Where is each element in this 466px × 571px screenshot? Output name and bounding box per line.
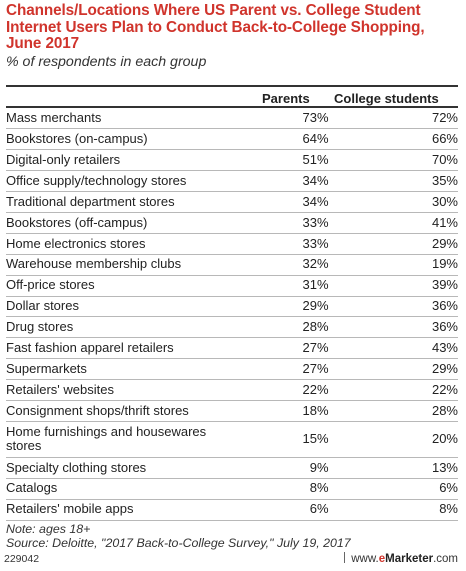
table-row: Supermarkets 27% 29% [6, 358, 458, 381]
row-label: Retailers' mobile apps [6, 499, 263, 521]
row-label: Dollar stores [6, 296, 263, 318]
parents-value: 64% [262, 128, 329, 151]
row-label: Traditional department stores [6, 191, 263, 213]
row-label: Catalogs [6, 478, 263, 500]
college-students-value: 13% [328, 457, 458, 479]
parents-value: 33% [262, 212, 329, 234]
parents-value: 33% [262, 233, 329, 255]
chart-title: Channels/Locations Where US Parent vs. C… [6, 2, 425, 52]
college-students-value: 6% [328, 478, 458, 500]
college-students-value: 36% [328, 316, 458, 339]
row-label: Warehouse membership clubs [6, 254, 263, 276]
row-label: Bookstores (on-campus) [6, 128, 263, 151]
table-row: Home furnishings and housewares stores 15… [6, 421, 458, 458]
parents-value: 32% [262, 254, 329, 276]
college-students-value: 20% [328, 421, 458, 458]
parents-value: 18% [262, 400, 329, 422]
table-row: Drug stores 28% 36% [6, 316, 458, 339]
college-students-value: 22% [328, 379, 458, 401]
table-row: Consignment shops/thrift stores 18% 28% [6, 400, 458, 422]
source-text: Source: Deloitte, "2017 Back-to-College … [6, 536, 351, 550]
brand-domain: .com [433, 553, 458, 565]
chart-notes: Note: ages 18+ Source: Deloitte, "2017 B… [6, 522, 351, 550]
table-row: Dollar stores 29% 36% [6, 296, 458, 318]
parents-value: 73% [262, 108, 329, 130]
college-students-value: 36% [328, 296, 458, 318]
parents-value: 27% [262, 337, 329, 360]
brand-name: Marketer [385, 553, 434, 565]
row-label: Supermarkets [6, 358, 263, 381]
parents-value: 8% [262, 478, 329, 500]
college-students-value: 29% [328, 233, 458, 255]
row-label: Drug stores [6, 316, 263, 339]
divider [344, 552, 346, 563]
row-label: Home electronics stores [6, 233, 263, 255]
parents-value: 9% [262, 457, 329, 479]
table-row: Retailers' mobile apps 6% 8% [6, 499, 458, 521]
college-students-value: 28% [328, 400, 458, 422]
table-row: Off-price stores 31% 39% [6, 275, 458, 297]
column-header-parents: Parents [262, 91, 310, 106]
row-label: Bookstores (off-campus) [6, 212, 263, 234]
college-students-value: 70% [328, 149, 458, 172]
row-label: Digital-only retailers [6, 149, 263, 172]
table-row: Warehouse membership clubs 32% 19% [6, 254, 458, 276]
parents-value: 22% [262, 379, 329, 401]
note-text: Note: ages 18+ [6, 522, 91, 536]
college-students-value: 39% [328, 275, 458, 297]
table-row: Traditional department stores 34% 30% [6, 191, 458, 213]
college-students-value: 29% [328, 358, 458, 381]
table-row: Digital-only retailers 51% 70% [6, 149, 458, 172]
row-label: Off-price stores [6, 275, 263, 297]
row-label: Fast fashion apparel retailers [6, 337, 263, 360]
parents-value: 28% [262, 316, 329, 339]
table-row: Retailers' websites 22% 22% [6, 379, 458, 401]
table-row: Specialty clothing stores 9% 13% [6, 457, 458, 479]
college-students-value: 30% [328, 191, 458, 213]
college-students-value: 72% [328, 108, 458, 130]
table-row: Bookstores (off-campus) 33% 41% [6, 212, 458, 234]
parents-value: 34% [262, 191, 329, 213]
parents-value: 27% [262, 358, 329, 381]
college-students-value: 35% [328, 170, 458, 193]
parents-value: 34% [262, 170, 329, 193]
row-label: Home furnishings and housewares stores [6, 421, 263, 458]
college-students-value: 8% [328, 499, 458, 521]
parents-value: 6% [262, 499, 329, 521]
table-row: Office supply/technology stores 34% 35% [6, 170, 458, 193]
chart-subtitle: % of respondents in each group [6, 54, 207, 70]
college-students-value: 66% [328, 128, 458, 151]
header-top-rule [6, 85, 458, 87]
table-row: Mass merchants 73% 72% [6, 108, 458, 130]
table-row: Bookstores (on-campus) 64% 66% [6, 128, 458, 151]
data-table: Mass merchants 73% 72% Bookstores (on-campu… [6, 108, 458, 521]
row-label: Retailers' websites [6, 379, 263, 401]
table-row: Fast fashion apparel retailers 27% 43% [6, 337, 458, 360]
row-label: Specialty clothing stores [6, 457, 263, 479]
college-students-value: 19% [328, 254, 458, 276]
header-bottom-rule [6, 106, 458, 108]
parents-value: 15% [262, 421, 329, 458]
column-header-college-students: College students [334, 91, 439, 106]
row-label: Consignment shops/thrift stores [6, 400, 263, 422]
brand-e: e [378, 553, 386, 565]
row-label: Office supply/technology stores [6, 170, 263, 193]
brand-prefix: www. [351, 553, 379, 565]
parents-value: 51% [262, 149, 329, 172]
table-row: Catalogs 8% 6% [6, 478, 458, 500]
row-label: Mass merchants [6, 108, 263, 130]
college-students-value: 41% [328, 212, 458, 234]
parents-value: 29% [262, 296, 329, 318]
table-row: Home electronics stores 33% 29% [6, 233, 458, 255]
parents-value: 31% [262, 275, 329, 297]
emarketer-logo: www.eMarketer.com [338, 552, 458, 565]
chart-id: 229042 [4, 553, 40, 565]
college-students-value: 43% [328, 337, 458, 360]
